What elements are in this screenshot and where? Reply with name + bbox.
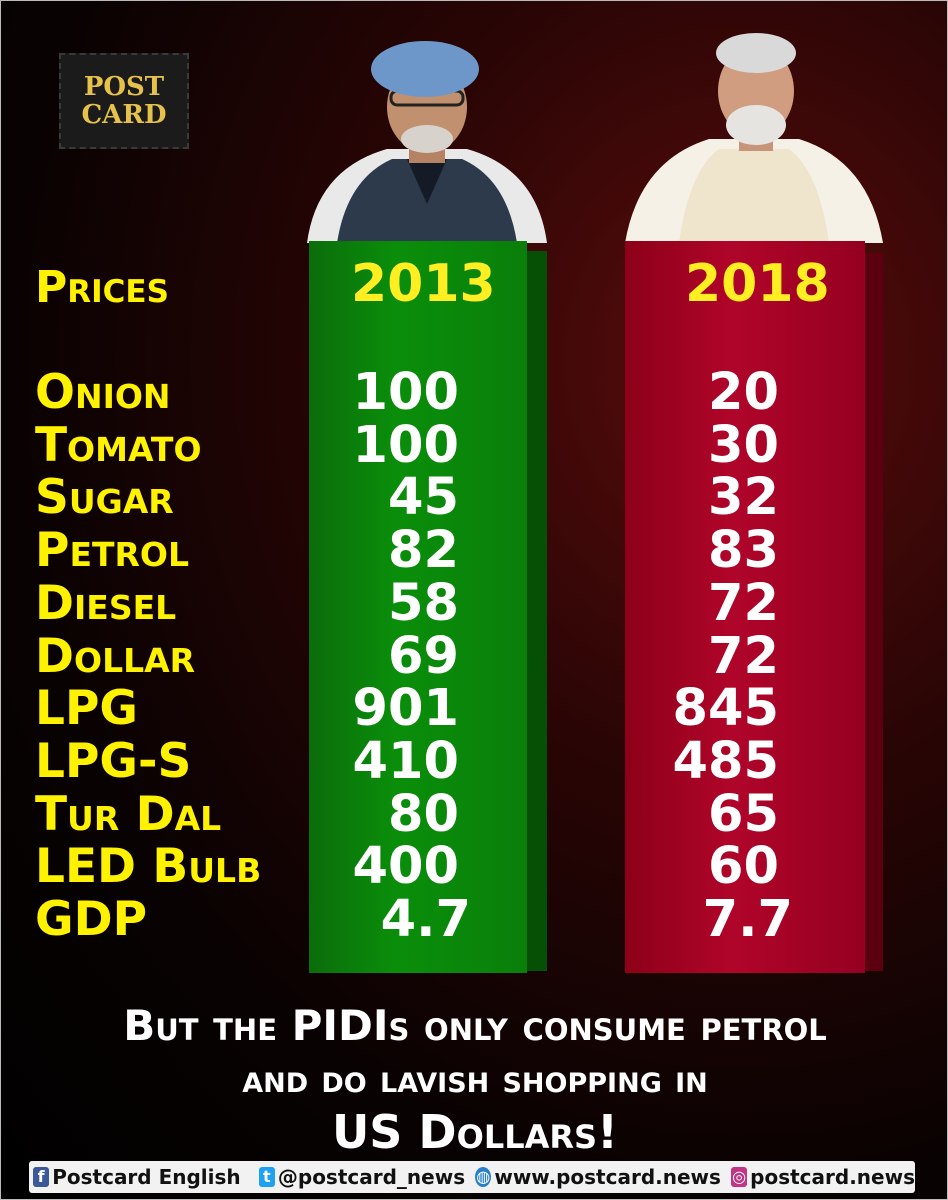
twitter-icon: t bbox=[258, 1167, 275, 1187]
value-2013: 410 bbox=[352, 732, 459, 791]
value-2013: 901 bbox=[352, 679, 459, 738]
value-2018: 72 bbox=[708, 627, 779, 686]
value-2013: 100 bbox=[352, 416, 459, 475]
row-label: Tomato bbox=[35, 418, 202, 473]
row-label: LED Bulb bbox=[35, 839, 262, 894]
row-label: LPG-S bbox=[35, 734, 192, 789]
row-label: Onion bbox=[35, 365, 171, 420]
social-footer: f Postcard English t @postcard_news ◍ ww… bbox=[29, 1161, 915, 1193]
logo-line-1: POST bbox=[83, 72, 165, 102]
value-2018: 845 bbox=[672, 679, 779, 738]
value-2013: 80 bbox=[388, 785, 459, 844]
value-2018: 7.7 bbox=[702, 890, 793, 949]
value-2013: 45 bbox=[388, 468, 459, 527]
postcard-logo: POST CARD bbox=[59, 53, 189, 149]
value-2018: 72 bbox=[708, 574, 779, 633]
instagram-handle[interactable]: postcard.news bbox=[750, 1165, 915, 1189]
row-label: Dollar bbox=[35, 629, 196, 684]
right-person-photo bbox=[625, 33, 883, 243]
instagram-icon: ◎ bbox=[730, 1167, 748, 1187]
column-2018-side bbox=[865, 253, 883, 971]
value-2018: 30 bbox=[708, 416, 779, 475]
tagline-line-2: and do lavish shopping in bbox=[242, 1057, 708, 1101]
value-2013: 4.7 bbox=[380, 890, 471, 949]
tagline-line-3: US Dollars! bbox=[331, 1105, 619, 1159]
value-2018: 83 bbox=[708, 521, 779, 580]
row-label: LPG bbox=[35, 681, 138, 736]
facebook-handle[interactable]: Postcard English bbox=[52, 1165, 241, 1189]
prices-heading: Prices bbox=[35, 262, 169, 313]
value-2013: 100 bbox=[352, 363, 459, 422]
value-2018: 60 bbox=[708, 837, 779, 896]
column-2013 bbox=[309, 241, 527, 973]
facebook-icon: f bbox=[33, 1167, 50, 1187]
row-label: GDP bbox=[35, 892, 148, 947]
row-label: Tur Dal bbox=[35, 787, 222, 842]
value-2013: 69 bbox=[388, 627, 459, 686]
year-2018: 2018 bbox=[685, 254, 830, 314]
row-label: Petrol bbox=[35, 523, 189, 578]
globe-icon: ◍ bbox=[475, 1167, 492, 1187]
value-2018: 32 bbox=[708, 468, 779, 527]
value-2018: 485 bbox=[672, 732, 779, 791]
website-link[interactable]: www.postcard.news bbox=[494, 1165, 721, 1189]
logo-line-2: CARD bbox=[81, 100, 167, 130]
column-2013-side bbox=[527, 251, 547, 971]
value-2018: 20 bbox=[708, 363, 779, 422]
row-label: Diesel bbox=[35, 576, 177, 631]
year-2013: 2013 bbox=[351, 254, 496, 314]
twitter-handle[interactable]: @postcard_news bbox=[277, 1165, 466, 1189]
value-2013: 82 bbox=[388, 521, 459, 580]
column-2018 bbox=[625, 241, 865, 973]
tagline-line-1: But the PIDIs only consume petrol bbox=[123, 1001, 827, 1050]
left-person-photo bbox=[307, 41, 547, 243]
value-2018: 65 bbox=[708, 785, 779, 844]
row-label: Sugar bbox=[35, 470, 174, 525]
value-2013: 400 bbox=[352, 837, 459, 896]
value-2013: 58 bbox=[388, 574, 459, 633]
